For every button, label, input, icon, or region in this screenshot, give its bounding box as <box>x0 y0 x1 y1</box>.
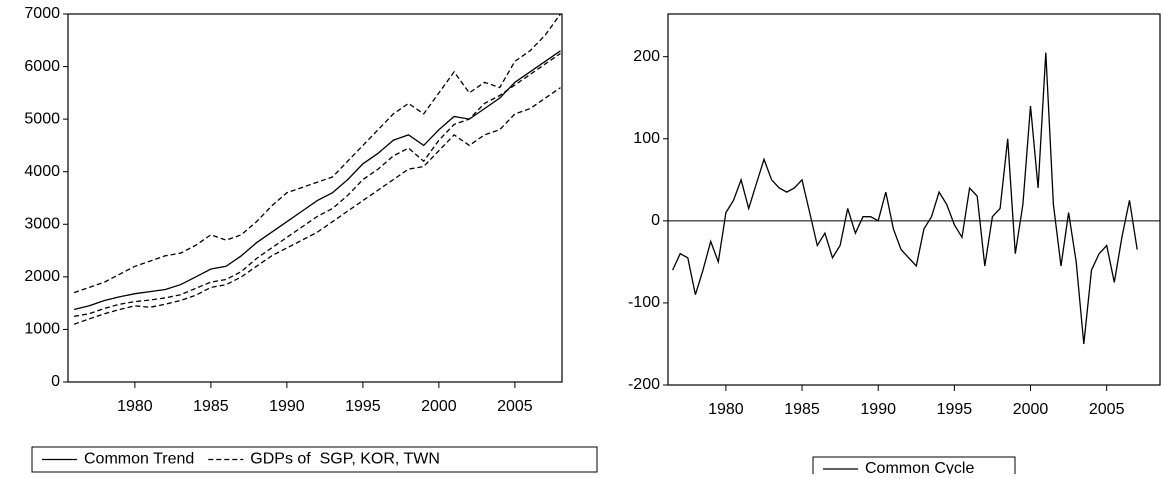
y-tick-label: 5000 <box>24 110 60 127</box>
legend-label: GDPs of SGP, KOR, TWN <box>250 451 440 468</box>
x-tick-label: 2005 <box>497 398 533 415</box>
legend-box <box>31 446 598 473</box>
x-tick-label: 1985 <box>193 398 229 415</box>
legend-label: Common Cycle <box>865 460 974 474</box>
x-tick-label: 2000 <box>1013 401 1049 418</box>
x-tick-label: 1990 <box>860 401 896 418</box>
series-line <box>73 52 561 317</box>
x-tick-label: 1990 <box>269 398 305 415</box>
plot-frame <box>667 13 1161 386</box>
y-tick-label: -100 <box>628 294 660 311</box>
y-tick-label: 3000 <box>24 216 60 233</box>
x-tick-label: 1980 <box>708 401 744 418</box>
y-tick-label: 0 <box>651 212 660 229</box>
y-tick-label: -200 <box>628 376 660 393</box>
y-tick-label: 0 <box>51 373 60 390</box>
y-tick-label: 4000 <box>24 163 60 180</box>
x-tick-label: 1980 <box>117 398 153 415</box>
x-tick-label: 2000 <box>421 398 457 415</box>
y-tick-label: 200 <box>633 48 660 65</box>
y-tick-label: 1000 <box>24 321 60 338</box>
legend-label: Common Trend <box>84 451 194 468</box>
series-line <box>73 50 561 311</box>
series-line <box>73 13 562 294</box>
y-tick-label: 7000 <box>24 5 60 22</box>
y-tick-label: 6000 <box>24 58 60 75</box>
y-tick-label: 100 <box>633 130 660 147</box>
x-tick-label: 1985 <box>784 401 820 418</box>
x-tick-label: 1995 <box>345 398 381 415</box>
plot-frame <box>67 13 563 383</box>
x-tick-label: 2005 <box>1089 401 1125 418</box>
x-tick-label: 1995 <box>937 401 973 418</box>
y-tick-label: 2000 <box>24 268 60 285</box>
series-line <box>672 52 1138 345</box>
series-line <box>73 87 561 325</box>
